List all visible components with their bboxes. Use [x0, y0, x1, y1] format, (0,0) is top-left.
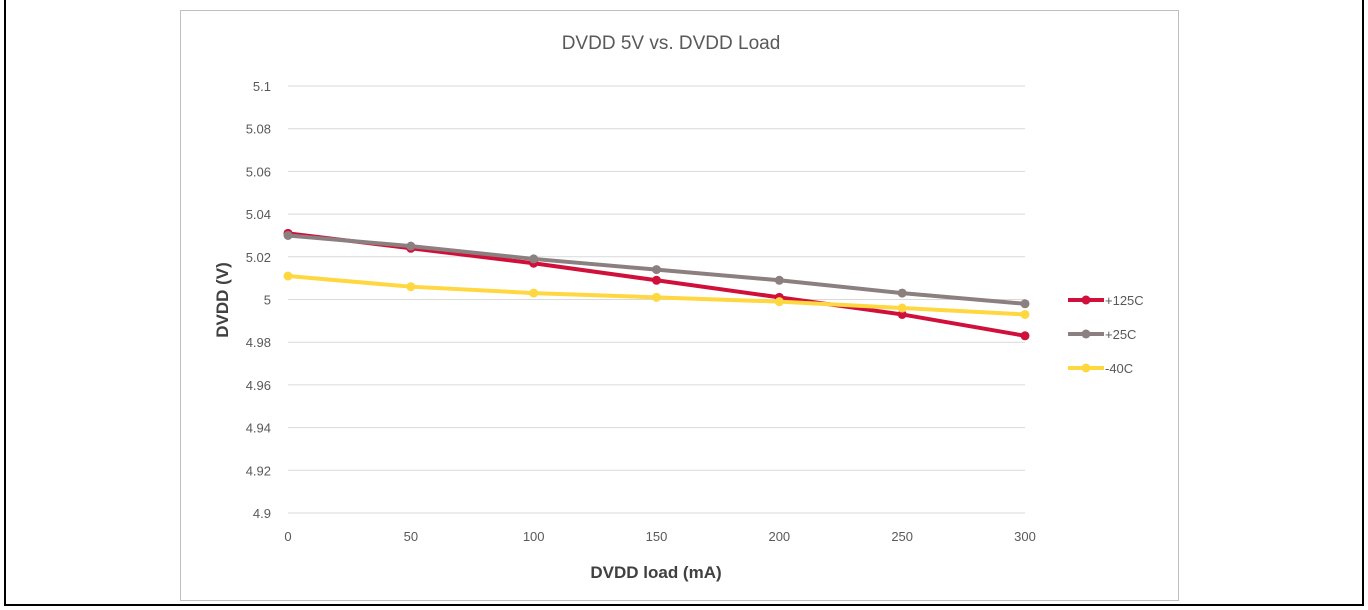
- y-tick-label: 5.08: [246, 122, 271, 137]
- legend-item: +125C: [1068, 293, 1144, 308]
- legend-label: +125C: [1105, 293, 1144, 308]
- data-point: [652, 275, 661, 285]
- y-tick-label: 4.96: [246, 378, 271, 393]
- legend-item: +25C: [1068, 327, 1136, 342]
- x-tick-label: 200: [768, 529, 790, 544]
- y-tick-label: 4.9: [253, 506, 271, 521]
- data-point: [529, 254, 539, 264]
- series-40C: [283, 271, 1030, 319]
- y-tick-label: 4.92: [246, 463, 271, 478]
- data-point: [652, 292, 661, 302]
- y-tick-label: 4.98: [246, 335, 271, 350]
- legend-item: -40C: [1068, 361, 1133, 376]
- data-point: [1020, 299, 1030, 309]
- legend-label: +25C: [1105, 327, 1136, 342]
- y-tick-label: 5.04: [246, 207, 271, 222]
- x-tick-label: 100: [523, 529, 545, 544]
- data-point: [529, 288, 539, 298]
- data-point: [406, 241, 416, 251]
- x-tick-label: 300: [1014, 529, 1036, 544]
- x-tick-label: 250: [891, 529, 913, 544]
- data-point: [897, 309, 907, 319]
- data-point: [774, 297, 784, 307]
- data-point: [774, 275, 784, 285]
- y-tick-label: 5.02: [246, 250, 271, 265]
- data-point: [406, 282, 416, 292]
- data-point: [283, 230, 293, 240]
- x-axis-title: DVDD load (mA): [590, 563, 721, 582]
- y-tick-label: 5.06: [246, 164, 271, 179]
- y-axis-title: DVDD (V): [213, 262, 232, 338]
- chart-title: DVDD 5V vs. DVDD Load: [562, 33, 781, 54]
- data-point: [1020, 309, 1030, 319]
- series-layer: [283, 228, 1030, 341]
- series-25C: [283, 230, 1030, 309]
- x-tick-label: 50: [404, 529, 418, 544]
- legend: +125C +25C -40C: [1068, 293, 1144, 376]
- y-tick-label: 4.94: [246, 421, 271, 436]
- data-point: [283, 271, 293, 281]
- x-tick-label: 0: [284, 529, 291, 544]
- y-tick-label: 5.1: [253, 79, 271, 94]
- legend-label: -40C: [1105, 361, 1133, 376]
- data-point: [897, 288, 907, 298]
- data-point: [652, 265, 661, 275]
- outer-frame: [4, 0, 1364, 606]
- data-point: [897, 303, 907, 313]
- legend-swatch-marker: [1081, 295, 1091, 305]
- legend-swatch-marker: [1081, 363, 1091, 373]
- y-tick-label: 5: [264, 293, 271, 308]
- data-point: [1020, 331, 1030, 341]
- chart-frame: [180, 10, 1179, 601]
- gridlines: [288, 85, 1025, 514]
- legend-swatch-marker: [1081, 329, 1091, 339]
- y-axis-ticks: 4.9 4.92 4.94 4.96 4.98 5 5.02 5.04 5.06 5.08 5.1: [246, 79, 271, 521]
- x-axis-ticks: 0 50 100 150 200 250 300: [284, 529, 1035, 544]
- x-tick-label: 150: [646, 529, 668, 544]
